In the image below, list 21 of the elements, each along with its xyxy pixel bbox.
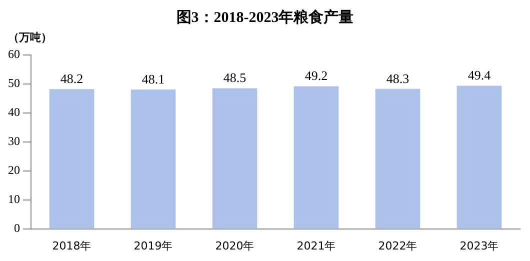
data-label: 48.3: [386, 70, 410, 86]
data-label: 49.2: [304, 68, 328, 84]
y-tick-label: 0: [14, 220, 20, 235]
chart-title: 图3：2018-2023年粮食产量: [175, 8, 355, 27]
y-tick-label: 50: [8, 76, 20, 90]
y-tick-label: 40: [8, 105, 20, 120]
y-tick-label: 10: [8, 192, 20, 206]
data-label: 48.1: [142, 71, 165, 86]
y-tick-label: 30: [8, 134, 20, 148]
data-label: 48.2: [60, 71, 84, 86]
x-tick-label: 2019年: [134, 239, 173, 252]
y-axis-title: （万吨）: [8, 30, 52, 45]
x-tick-label: 2018年: [52, 239, 92, 252]
x-tick-label: 2020年: [215, 239, 254, 252]
x-tick-label: 2021年: [296, 239, 336, 252]
y-tick-label: 60: [8, 47, 20, 62]
data-label: 48.5: [223, 70, 246, 86]
y-tick-label: 20: [8, 163, 20, 178]
x-tick-label: 2022年: [378, 239, 418, 252]
x-tick-label: 2023年: [460, 239, 499, 252]
data-label: 49.4: [468, 68, 492, 83]
